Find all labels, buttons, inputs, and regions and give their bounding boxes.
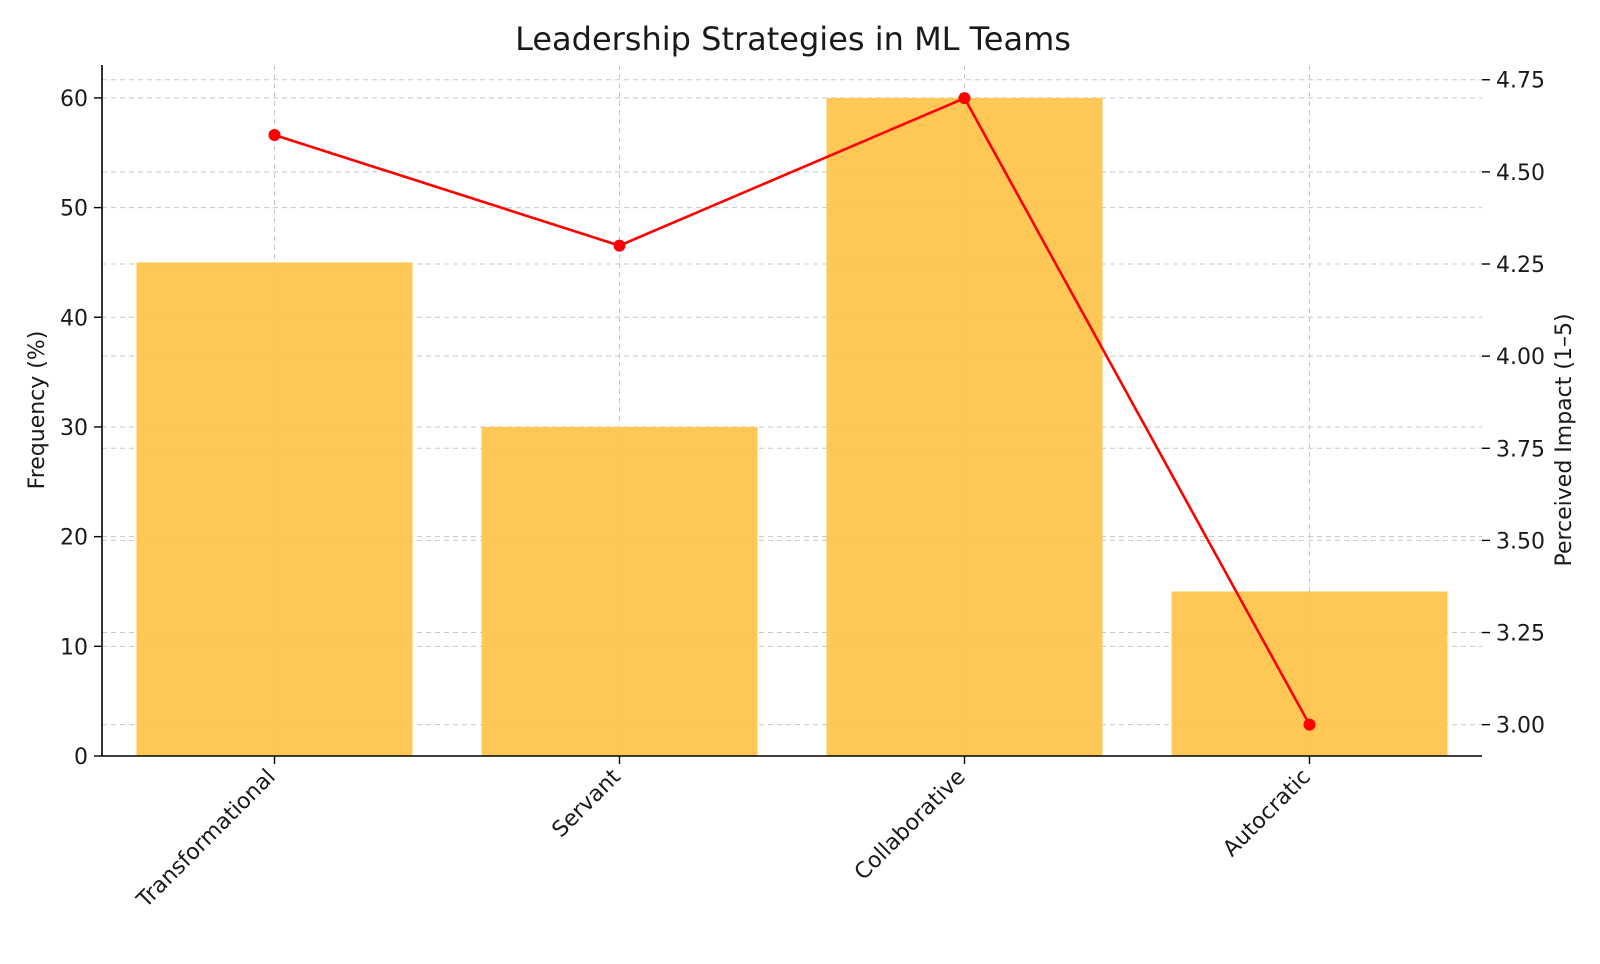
y2-tick-label: 4.50	[1496, 161, 1545, 186]
y2-tick-label: 3.50	[1496, 529, 1545, 554]
y-tick-label: 40	[60, 306, 88, 331]
impact-point-servant	[613, 239, 626, 252]
y-axis-label: Frequency (%)	[25, 331, 50, 490]
impact-line	[274, 96, 1311, 726]
y2-tick-label: 3.75	[1496, 437, 1545, 462]
y2-tick-label: 4.25	[1496, 253, 1545, 278]
y-tick-label: 60	[60, 87, 88, 112]
y-tick-label: 30	[60, 416, 88, 441]
y-tick-label: 0	[74, 745, 88, 770]
y2-tick-label: 4.00	[1496, 345, 1545, 370]
y2-tick-label: 3.00	[1496, 714, 1545, 739]
impact-point-autocratic	[1303, 718, 1316, 731]
y2-tick-label: 3.25	[1496, 622, 1545, 647]
y2-axis-label: Perceived Impact (1–5)	[1552, 313, 1577, 566]
y-tick-label: 50	[60, 197, 88, 222]
chart-title: Leadership Strategies in ML Teams	[515, 20, 1071, 58]
bar-collaborative	[826, 97, 1103, 756]
bar-layer	[136, 97, 1448, 756]
x-tick-label-collaborative: Collaborative	[850, 765, 971, 886]
bar-servant	[481, 426, 758, 756]
y-tick-label: 20	[60, 526, 88, 551]
y-tick-label: 10	[60, 635, 88, 660]
y2-tick-label: 4.75	[1496, 69, 1545, 94]
axis-layer	[101, 65, 1482, 757]
impact-point-collaborative	[958, 92, 971, 105]
x-tick-label-autocratic: Autocratic	[1218, 765, 1315, 862]
line-layer	[268, 92, 1316, 731]
x-tick-label-transformational: Transformational	[132, 765, 281, 914]
bar-autocratic	[1171, 591, 1448, 756]
x-tick-label-servant: Servant	[548, 764, 626, 842]
impact-point-transformational	[268, 129, 281, 142]
bar-transformational	[136, 262, 413, 756]
